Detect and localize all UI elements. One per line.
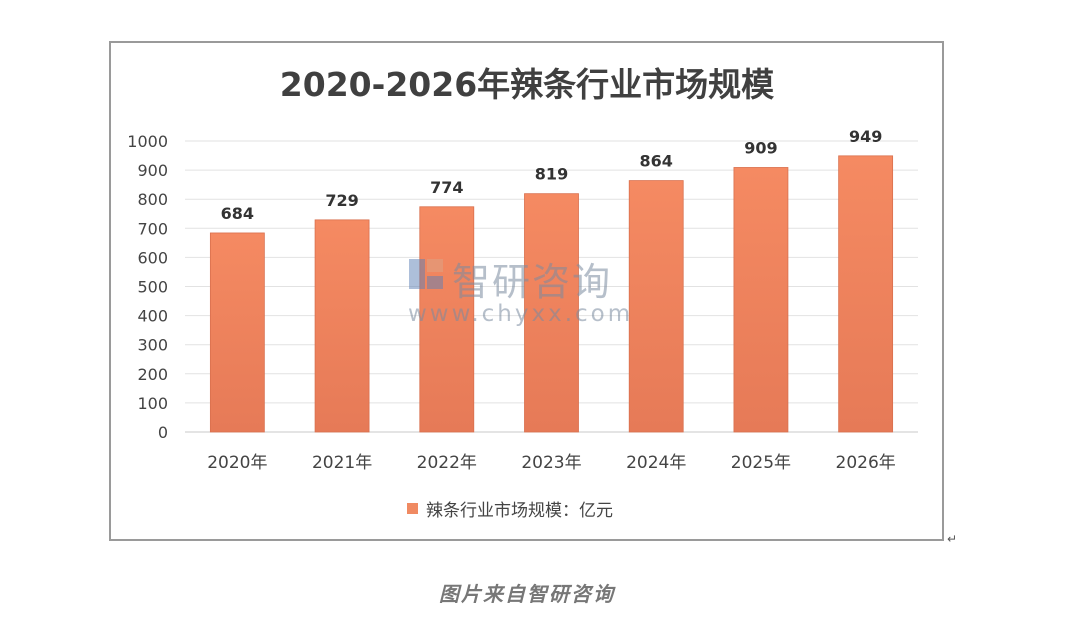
bar-2022年 xyxy=(419,206,475,433)
watermark-url: www.chyxx.com xyxy=(408,301,634,327)
x-tick-label: 2022年 xyxy=(417,453,477,473)
bar-2025年 xyxy=(733,167,789,433)
bar-2024年 xyxy=(628,180,684,433)
data-label: 819 xyxy=(535,165,568,184)
bar-2020年 xyxy=(209,232,265,433)
legend-label: 辣条行业市场规模：亿元 xyxy=(426,501,613,521)
y-tick-label: 1000 xyxy=(127,132,168,151)
x-tick-label: 2020年 xyxy=(207,453,267,473)
x-tick-label: 2025年 xyxy=(731,453,791,473)
y-tick-label: 900 xyxy=(137,161,168,180)
x-tick-label: 2024年 xyxy=(626,453,686,473)
x-tick-label: 2021年 xyxy=(312,453,372,473)
x-tick-label: 2023年 xyxy=(521,453,581,473)
image-caption: 图片来自智研咨询 xyxy=(439,582,615,606)
bar-2023年 xyxy=(524,193,579,433)
legend-swatch xyxy=(407,503,418,514)
watermark-brand: 智研咨询 xyxy=(452,260,613,304)
legend: 辣条行业市场规模：亿元 xyxy=(407,496,613,521)
x-tick-label: 2026年 xyxy=(836,453,896,473)
brand-logo-icon xyxy=(409,259,443,289)
bar-2026年 xyxy=(838,155,894,433)
y-tick-label: 700 xyxy=(137,219,168,238)
data-label: 864 xyxy=(640,152,673,171)
y-tick-label: 600 xyxy=(137,248,168,267)
y-tick-label: 100 xyxy=(137,394,168,413)
data-label: 684 xyxy=(221,204,254,223)
data-label: 949 xyxy=(849,127,882,146)
y-tick-label: 500 xyxy=(137,278,168,297)
data-label: 729 xyxy=(325,191,358,210)
y-tick-label: 800 xyxy=(137,190,168,209)
y-tick-label: 300 xyxy=(137,336,168,355)
data-label: 774 xyxy=(430,178,463,197)
return-mark: ↵ xyxy=(947,532,958,546)
chart-title: 2020-2026年辣条行业市场规模 xyxy=(279,65,775,104)
bar-2021年 xyxy=(314,219,370,433)
y-tick-label: 400 xyxy=(137,307,168,326)
data-label: 909 xyxy=(744,138,777,157)
y-tick-label: 200 xyxy=(137,365,168,384)
y-tick-label: 0 xyxy=(158,423,168,442)
